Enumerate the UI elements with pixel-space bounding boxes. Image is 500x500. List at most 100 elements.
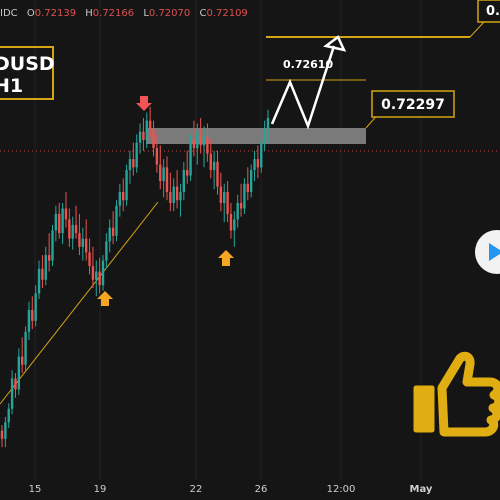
candle-body-64	[216, 161, 219, 187]
label-top-level: 0.	[477, 0, 500, 23]
high-label: H	[85, 8, 93, 19]
candle-body-25	[84, 238, 88, 253]
candle-body-30	[101, 260, 105, 286]
candle-body-41	[138, 131, 142, 143]
candle-body-66	[223, 192, 226, 203]
candle-body-52	[175, 186, 179, 201]
candle-body-51	[172, 186, 175, 203]
candle-body-11	[37, 268, 41, 294]
candle-body-23	[78, 233, 81, 247]
candle-body-32	[108, 227, 111, 242]
candle-body-42	[142, 131, 145, 140]
sell-arrow-icon	[136, 96, 152, 111]
trend-line	[0, 201, 159, 405]
candle-body-47	[159, 164, 162, 182]
candle-body-71	[239, 202, 243, 209]
candle-body-9	[31, 309, 34, 321]
candle-body-76	[256, 159, 260, 168]
symbol-label: DUSD H1	[0, 46, 55, 100]
candle-body-73	[246, 183, 249, 192]
x-tick-15: 15	[28, 484, 42, 495]
candle-body-2	[7, 408, 10, 423]
candle-body-0	[0, 430, 4, 439]
candle-body-38	[128, 159, 132, 171]
candle-body-62	[209, 153, 212, 171]
candle-body-18	[61, 208, 64, 234]
candle-body-45	[152, 128, 155, 149]
ohlc-bar: IDC O0.72139 H0.72166 L0.72070 C0.72109	[0, 8, 248, 19]
candle-body-37	[125, 170, 128, 201]
candle-body-7	[24, 331, 27, 365]
candle-body-50	[169, 192, 172, 203]
candle-body-60	[202, 137, 206, 146]
grid	[34, 0, 422, 480]
candle-body-74	[249, 170, 253, 192]
candle-body-72	[243, 183, 246, 209]
candle-body-13	[44, 255, 47, 280]
candle-body-78	[263, 128, 266, 143]
candle-body-10	[34, 293, 37, 321]
x-tick-26: 26	[254, 484, 268, 495]
candle-body-44	[148, 120, 152, 129]
low-value: 0.72070	[148, 8, 191, 19]
candle-body-22	[74, 224, 78, 234]
play-icon	[489, 243, 500, 261]
candle-body-15	[51, 230, 54, 261]
candle-body-28	[95, 271, 98, 280]
label-0-72610: 0.72610	[283, 58, 333, 71]
candle-body-49	[165, 167, 169, 192]
candle-body-31	[105, 241, 108, 261]
candles	[0, 106, 270, 448]
candle-body-14	[47, 255, 51, 261]
candle-body-12	[41, 268, 44, 280]
candle-body-34	[115, 205, 118, 236]
candle-body-17	[58, 213, 61, 234]
x-tick-may: May	[409, 484, 433, 495]
candle-body-4	[14, 378, 17, 390]
thumbs-up-icon	[413, 351, 500, 437]
candle-body-57	[192, 139, 196, 149]
open-value: 0.72139	[34, 8, 77, 19]
candle-body-54	[182, 170, 186, 192]
resistance-zone	[146, 128, 366, 144]
candle-body-75	[253, 159, 256, 171]
candle-body-29	[98, 271, 101, 286]
candle-body-26	[88, 252, 91, 267]
candle-body-3	[10, 378, 14, 409]
x-tick-19: 19	[93, 484, 107, 495]
symbol-timeframe: H1	[0, 75, 24, 97]
close-value: 0.72109	[206, 8, 248, 19]
candle-body-8	[27, 309, 31, 332]
label-0-72297-text: 0.72297	[381, 97, 445, 113]
candle-body-27	[91, 266, 95, 280]
data-source: IDC	[0, 8, 18, 19]
candle-body-21	[71, 224, 74, 239]
candle-body-67	[226, 192, 229, 214]
candle-body-55	[185, 170, 189, 176]
candle-body-59	[199, 131, 202, 146]
top-leader-line	[469, 21, 485, 38]
candle-body-70	[236, 202, 239, 220]
symbol-pair: DUSD	[0, 53, 55, 75]
high-value: 0.72166	[92, 8, 135, 19]
candle-body-46	[155, 148, 159, 165]
projection-path	[270, 45, 336, 130]
candle-body-16	[54, 213, 58, 231]
candle-body-65	[219, 186, 223, 203]
candle-body-53	[179, 192, 182, 201]
candle-body-39	[132, 159, 135, 168]
candle-body-43	[145, 120, 148, 140]
candle-body-40	[135, 142, 138, 168]
candle-body-36	[122, 192, 125, 201]
x-tick-22: 22	[189, 484, 203, 495]
buy-arrow-icon-1	[97, 291, 113, 306]
candle-body-58	[196, 131, 199, 149]
x-tick-12-00: 12:00	[326, 484, 356, 495]
label-top-level-text: 0.	[486, 4, 500, 19]
candle-body-77	[260, 142, 263, 168]
candle-body-20	[68, 219, 71, 239]
buy-arrow-icon-2	[218, 250, 234, 266]
candle-body-61	[206, 137, 209, 154]
candle-body-48	[162, 167, 165, 182]
